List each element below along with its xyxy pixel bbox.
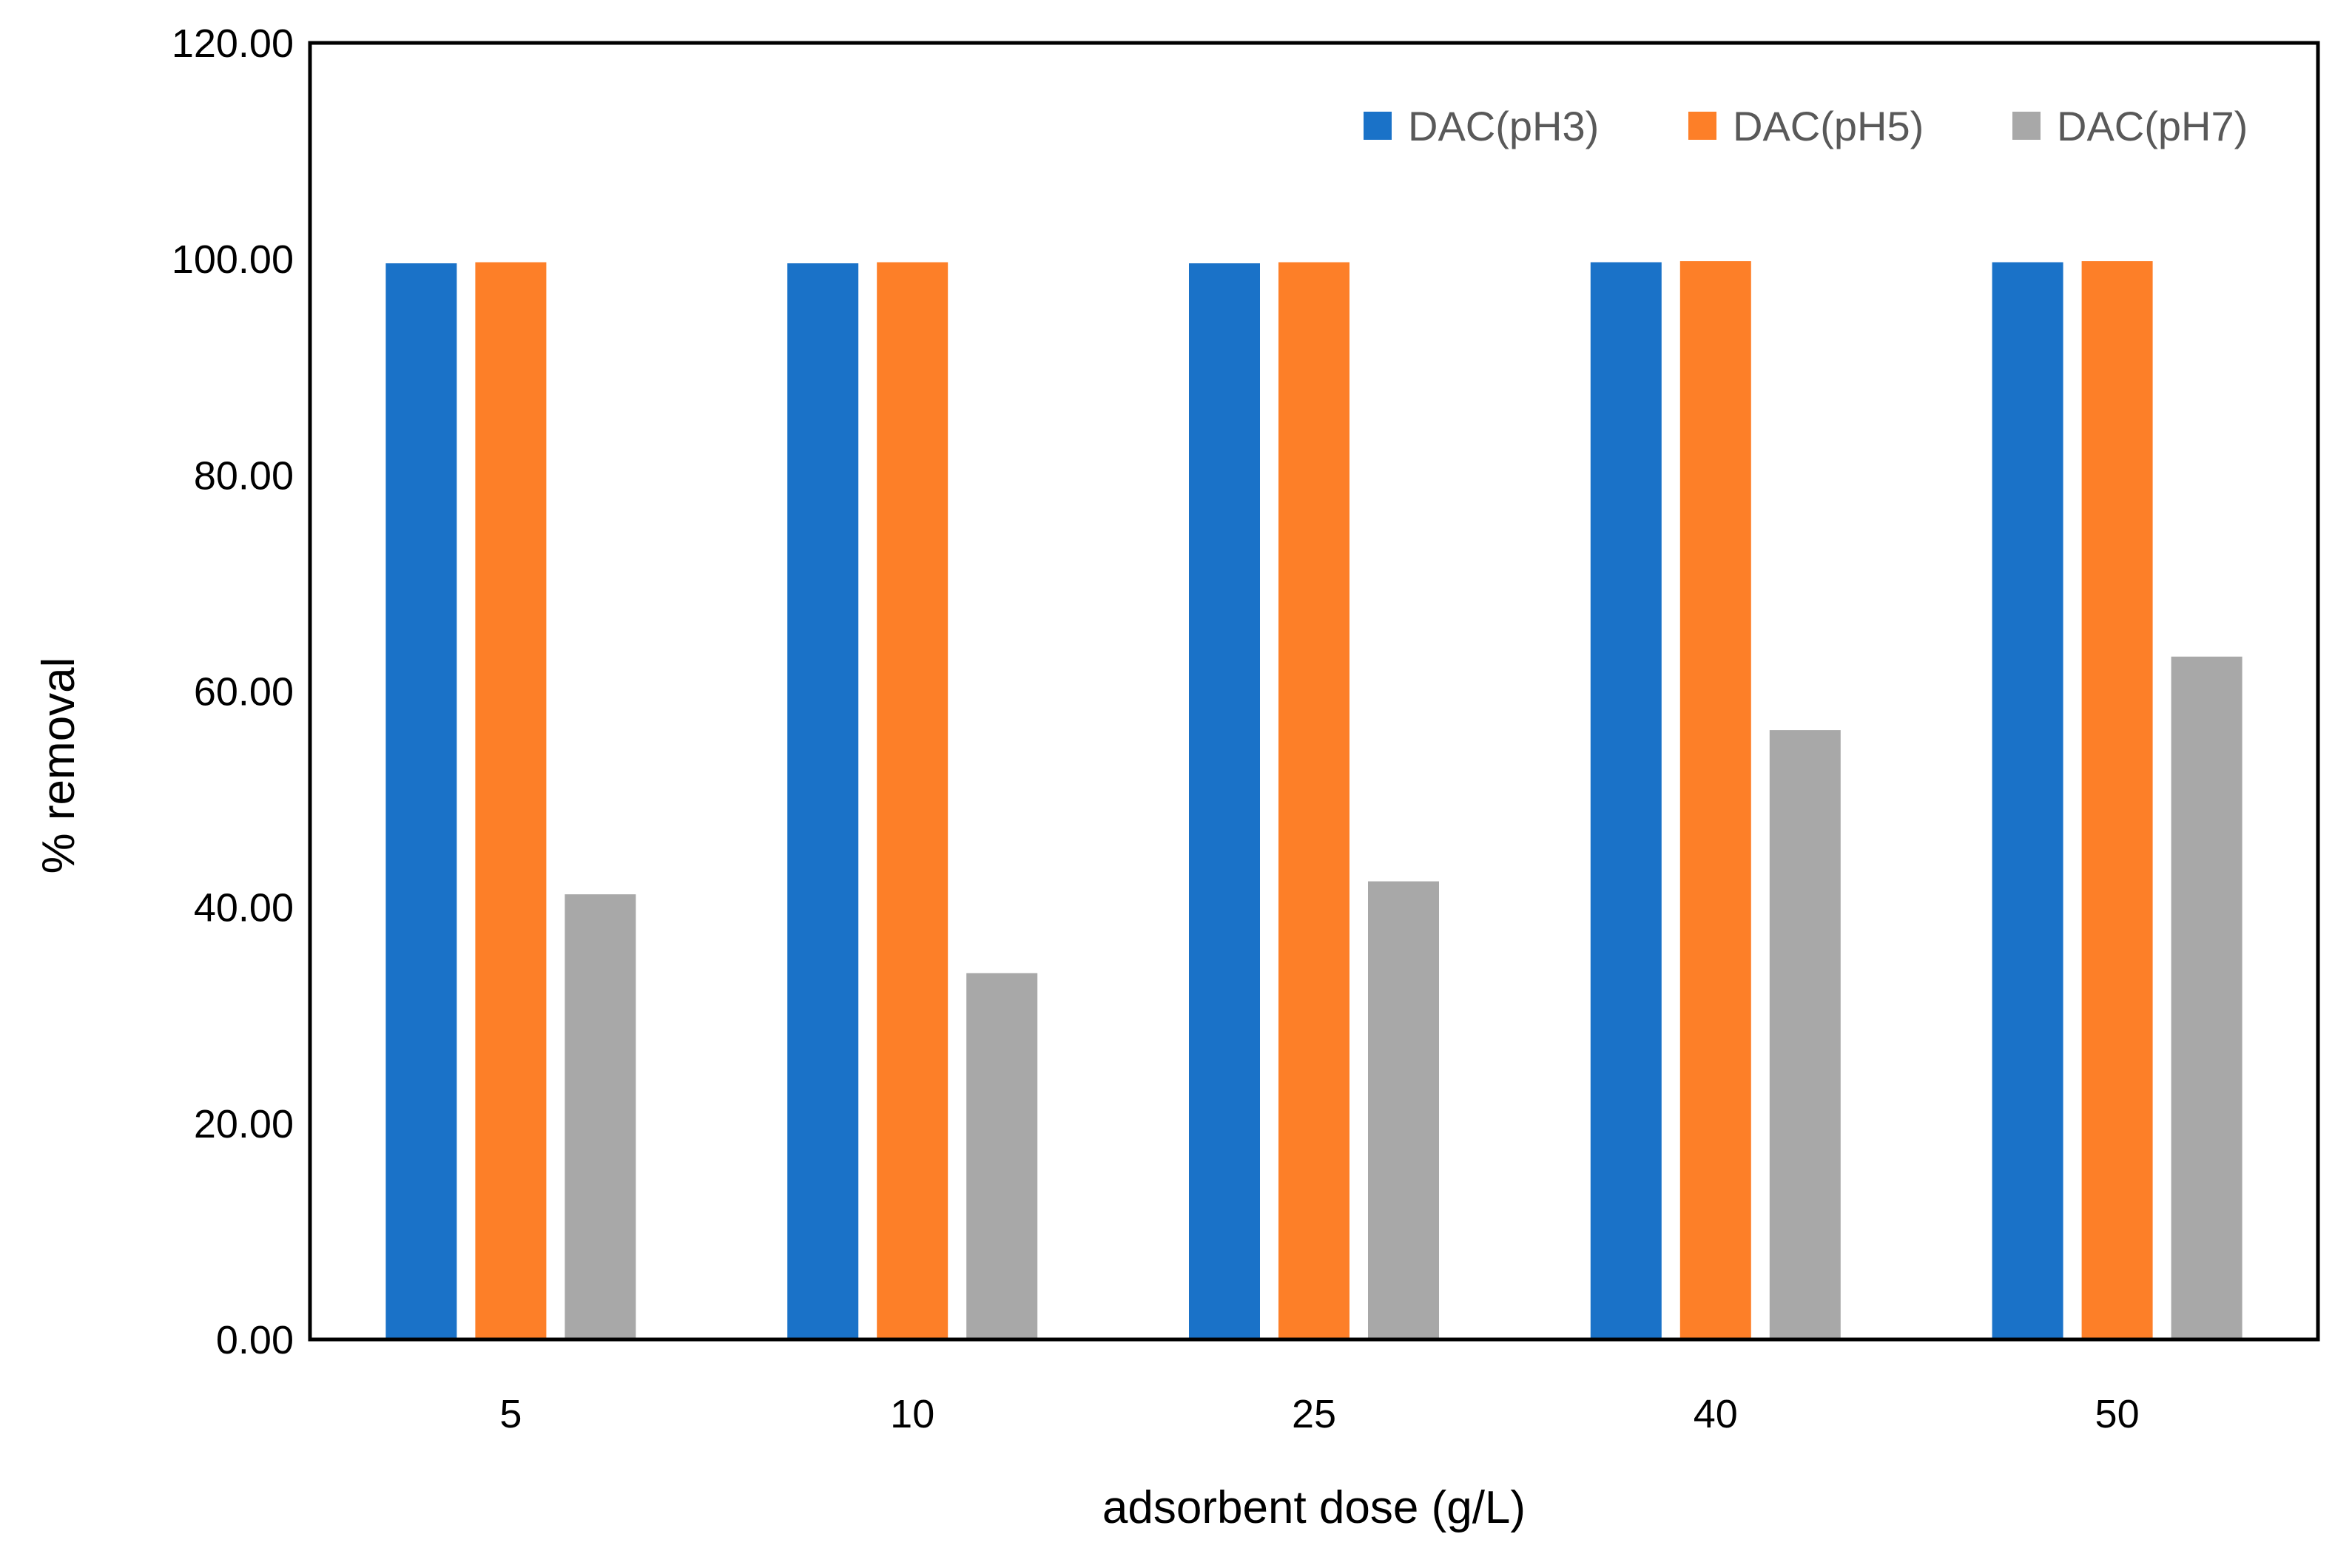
bar-dac-ph7-50 — [2171, 656, 2243, 1339]
x-tick-label: 5 — [499, 1392, 522, 1436]
bar-dac-ph3-10 — [787, 263, 859, 1339]
legend-label: DAC(pH7) — [2057, 103, 2248, 149]
y-tick-label: 60.00 — [194, 670, 294, 714]
x-axis-title: adsorbent dose (g/L) — [1102, 1482, 1526, 1533]
bar-dac-ph3-5 — [385, 263, 457, 1339]
x-tick-label: 10 — [890, 1392, 934, 1436]
y-tick-label: 100.00 — [172, 237, 294, 282]
x-tick-label: 50 — [2095, 1392, 2140, 1436]
y-tick-label: 120.00 — [172, 21, 294, 66]
y-tick-label: 0.00 — [216, 1318, 294, 1362]
bar-dac-ph3-25 — [1189, 263, 1260, 1339]
x-tick-label: 25 — [1292, 1392, 1336, 1436]
legend-label: DAC(pH3) — [1408, 103, 1599, 149]
bar-dac-ph3-50 — [1992, 262, 2063, 1339]
bar-dac-ph5-50 — [2081, 261, 2153, 1339]
y-axis-ticks: 0.00 20.00 40.00 60.00 80.00 100.00 120.00 — [172, 21, 294, 1362]
bar-dac-ph5-40 — [1679, 261, 1751, 1339]
bar-dac-ph5-5 — [475, 262, 547, 1339]
bar-dac-ph7-25 — [1368, 881, 1439, 1339]
plot-frame — [308, 41, 2320, 1342]
y-tick-label: 40.00 — [194, 886, 294, 930]
legend-swatch — [1688, 112, 1716, 140]
x-axis-ticks: 5 10 25 40 50 — [499, 1392, 2139, 1436]
x-tick-label: 40 — [1694, 1392, 1738, 1436]
bar-dac-ph3-40 — [1590, 262, 1662, 1339]
bar-dac-ph5-25 — [1278, 262, 1349, 1339]
legend: DAC(pH3) DAC(pH5) DAC(pH7) — [1364, 103, 2248, 149]
y-axis-title: % removal — [33, 658, 84, 874]
y-tick-label: 20.00 — [194, 1102, 294, 1146]
legend-swatch — [1364, 112, 1392, 140]
bar-dac-ph5-10 — [877, 262, 948, 1339]
legend-label: DAC(pH5) — [1733, 103, 1924, 149]
legend-swatch — [2012, 112, 2041, 140]
bars-layer — [385, 261, 2243, 1339]
bar-dac-ph7-40 — [1769, 730, 1841, 1339]
bar-dac-ph7-10 — [966, 973, 1038, 1339]
bar-dac-ph7-5 — [565, 894, 636, 1339]
y-tick-label: 80.00 — [194, 453, 294, 498]
